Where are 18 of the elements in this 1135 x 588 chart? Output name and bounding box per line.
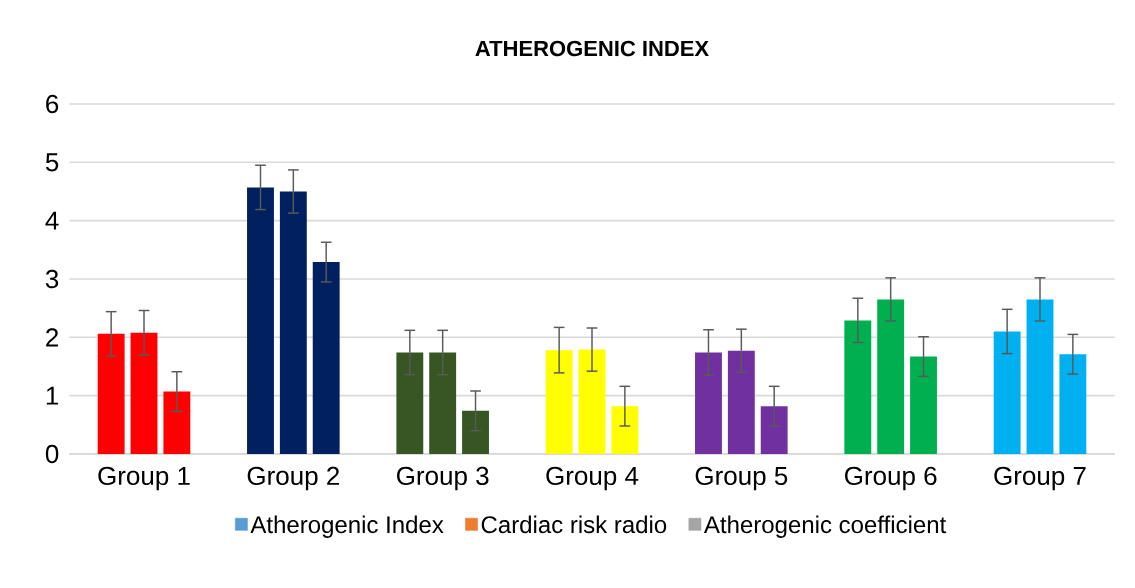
chart-title: ATHEROGENIC INDEX: [475, 40, 709, 57]
y-tick-label: 3: [45, 269, 59, 289]
y-tick-label: 1: [46, 386, 59, 405]
x-tick-label: Group 7: [994, 466, 1086, 491]
x-tick-label: Group 4: [546, 466, 639, 491]
x-tick-label: Group 3: [397, 466, 489, 491]
x-tick-label: Group 1: [98, 466, 190, 491]
x-tick-label: Group 2: [247, 466, 339, 491]
text: Cardiac risk radio: [481, 515, 667, 534]
x-tick-label: Group 5: [695, 466, 788, 491]
x-tick-label: Group 6: [845, 466, 937, 491]
text: Atherogenic coefficient: [703, 515, 947, 538]
y-tick-label: 2: [46, 328, 58, 347]
y-tick-label: 0: [45, 444, 59, 464]
y-tick-label: 6: [46, 94, 59, 114]
y-tick-label: 5: [45, 153, 59, 172]
text: Atherogenic Index: [250, 515, 444, 538]
y-tick-label: 4: [45, 211, 59, 230]
